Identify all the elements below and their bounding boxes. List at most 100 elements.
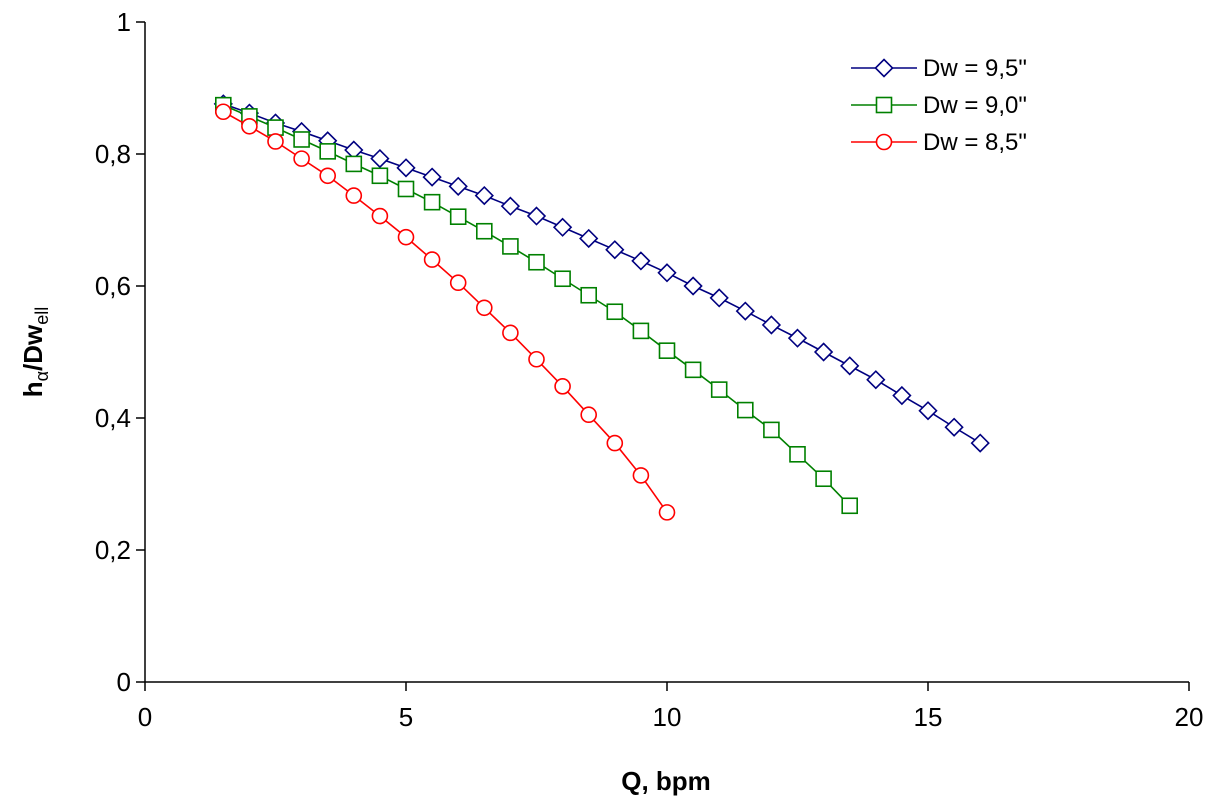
data-point-diamond: [500, 196, 521, 216]
data-point-diamond: [970, 433, 990, 453]
data-point-circle: [371, 207, 389, 225]
x-tick-label: 20: [1175, 702, 1204, 732]
data-point-diamond: [422, 167, 442, 187]
data-point-circle: [423, 251, 441, 268]
data-point-square: [815, 470, 832, 488]
y-tick-label: 1: [117, 7, 131, 37]
data-point-circle: [449, 274, 467, 292]
data-point-square: [684, 361, 702, 379]
y-tick-label: 0,4: [95, 403, 131, 433]
x-tick-label: 5: [399, 702, 413, 732]
legend-label: Dw = 9,5": [923, 55, 1027, 82]
x-axis-label: Q, bpm: [621, 766, 711, 796]
y-tick-label: 0,6: [95, 271, 131, 301]
x-axis-title: Q, bpm: [621, 766, 711, 796]
data-point-square: [710, 381, 728, 398]
data-point-square: [267, 119, 284, 136]
data-point-square: [580, 286, 598, 304]
legend-item-1: Dw = 9,5": [851, 55, 1027, 82]
x-tick-label: 10: [653, 702, 682, 732]
data-point-square: [875, 96, 893, 114]
data-point-square: [763, 421, 780, 439]
data-point-square: [293, 131, 310, 148]
y-tick-label: 0,8: [95, 139, 131, 169]
data-point-circle: [293, 150, 310, 167]
data-point-diamond: [787, 328, 808, 348]
data-point-circle: [875, 133, 893, 151]
data-point-diamond: [866, 370, 886, 390]
data-point-square: [736, 401, 754, 419]
series-line: [222, 104, 851, 507]
data-point-diamond: [735, 301, 755, 321]
data-point-diamond: [657, 263, 677, 283]
data-point-circle: [475, 299, 493, 317]
data-point-circle: [632, 467, 650, 484]
series-3: [215, 103, 676, 521]
series-line: [222, 111, 668, 513]
data-point-square: [449, 208, 467, 225]
data-point-square: [606, 303, 624, 321]
data-point-circle: [215, 103, 232, 121]
data-point-circle: [528, 350, 545, 368]
data-point-diamond: [448, 176, 468, 196]
y-axis-title: hα/Dwell: [18, 307, 52, 398]
data-point-circle: [606, 434, 624, 452]
data-point-circle: [319, 167, 337, 185]
series-line: [223, 103, 981, 444]
data-point-circle: [658, 504, 676, 521]
data-point-square: [554, 270, 571, 288]
data-point-diamond: [944, 417, 964, 437]
data-point-square: [528, 253, 545, 271]
data-point-diamond: [840, 356, 860, 376]
data-point-square: [789, 445, 806, 463]
axes: 00,20,40,60,810 5 10 15 20: [95, 7, 1204, 732]
data-point-square: [371, 167, 389, 185]
data-point-diamond: [552, 217, 573, 237]
data-point-diamond: [813, 342, 834, 362]
data-point-diamond: [370, 148, 390, 169]
data-point-diamond: [892, 385, 912, 406]
data-point-square: [319, 143, 337, 160]
data-point-square: [345, 155, 363, 173]
data-point-circle: [397, 228, 415, 246]
y-tick-label: 0,2: [95, 535, 131, 565]
data-point-diamond: [605, 240, 625, 260]
data-point-square: [502, 238, 519, 255]
data-point-diamond: [631, 251, 651, 271]
data-point-circle: [580, 406, 598, 424]
x-tick-label: 0: [138, 702, 152, 732]
data-point-square: [658, 342, 676, 359]
data-point-diamond: [918, 401, 938, 421]
x-tick-label: 15: [914, 702, 943, 732]
data-point-diamond: [396, 158, 416, 178]
data-point-square: [397, 180, 415, 198]
data-point-circle: [267, 133, 284, 150]
data-point-diamond: [579, 228, 599, 249]
data-point-square: [632, 322, 650, 340]
data-point-square: [841, 497, 859, 515]
legend-label: Dw = 9,0": [923, 92, 1027, 119]
data-point-circle: [345, 187, 363, 204]
y-tick-label: 0: [117, 667, 131, 697]
data-point-diamond: [526, 206, 547, 226]
y-axis-label: hα/Dwell: [18, 307, 52, 398]
series-1: [213, 94, 990, 453]
data-point-diamond: [761, 315, 782, 335]
series-layer: [213, 94, 990, 521]
data-point-square: [423, 193, 441, 211]
data-point-diamond: [709, 288, 729, 308]
data-point-circle: [241, 117, 258, 135]
data-point-circle: [554, 378, 571, 395]
data-point-circle: [502, 324, 519, 342]
data-point-diamond: [874, 58, 894, 78]
series-2: [215, 96, 859, 515]
legend-item-2: Dw = 9,0": [851, 92, 1027, 119]
data-point-diamond: [683, 276, 703, 296]
legend: Dw = 9,5" Dw = 9,0" Dw = 8,5": [851, 55, 1027, 156]
legend-label: Dw = 8,5": [923, 129, 1027, 156]
data-point-square: [475, 222, 493, 240]
legend-item-3: Dw = 8,5": [851, 129, 1027, 156]
data-point-diamond: [474, 185, 494, 206]
